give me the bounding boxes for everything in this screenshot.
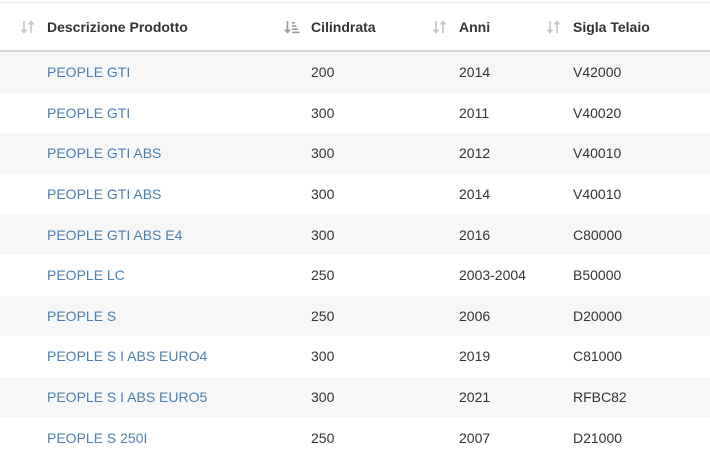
column-header-description[interactable]: Descrizione Prodotto [47,3,188,50]
table-row: PEOPLE GTI 300 2011 V40020 [0,93,710,134]
years-cell: 2014 [459,64,491,81]
years-cell: 2011 [459,104,490,121]
product-link[interactable]: PEOPLE S 250I [47,429,148,446]
table-row: PEOPLE LC 250 2003-2004 B50000 [0,255,710,296]
column-label: Anni [459,18,491,35]
product-link[interactable]: PEOPLE GTI [47,64,131,81]
column-header-years[interactable]: Anni [459,3,490,50]
table-row: PEOPLE S I ABS EURO5 300 2021 RFBC82 [0,376,710,418]
product-link[interactable]: PEOPLE S I ABS EURO5 [47,389,208,406]
product-link[interactable]: PEOPLE GTI ABS [47,145,162,162]
years-cell: 2019 [459,348,491,365]
table-row: PEOPLE S 250I 250 2007 D21000 [0,417,710,458]
table-row: PEOPLE GTI 200 2014 V42000 [0,52,710,93]
product-link[interactable]: PEOPLE GTI ABS [47,186,162,203]
table-row: PEOPLE GTI ABS E4 300 2016 C80000 [0,214,710,255]
displacement-cell: 300 [311,389,335,406]
years-cell: 2016 [459,226,491,243]
displacement-cell: 200 [311,64,335,81]
frame-code-cell: B50000 [573,267,622,284]
column-label: Sigla Telaio [573,18,650,35]
top-divider [0,2,710,3]
years-cell: 2003-2004 [459,267,526,284]
sort-ascending-icon[interactable] [284,3,300,50]
displacement-cell: 300 [311,226,335,243]
displacement-cell: 250 [311,307,335,324]
frame-code-cell: V40010 [573,145,622,162]
table-row: PEOPLE S 250 2006 D20000 [0,295,710,337]
sort-icon[interactable] [20,3,36,50]
years-cell: 2012 [459,145,491,162]
displacement-cell: 250 [311,267,335,284]
displacement-cell: 300 [311,348,335,365]
displacement-cell: 250 [311,429,335,446]
product-link[interactable]: PEOPLE LC [47,267,125,284]
frame-code-cell: V40010 [573,186,622,203]
table-header: Descrizione Prodotto Cilindrata Anni [0,3,710,52]
displacement-cell: 300 [311,186,335,203]
table-row: PEOPLE GTI ABS 300 2012 V40010 [0,133,710,174]
frame-code-cell: V40020 [573,104,622,121]
table-row: PEOPLE GTI ABS 300 2014 V40010 [0,174,710,215]
product-link[interactable]: PEOPLE GTI [47,104,131,121]
years-cell: 2007 [459,429,491,446]
table-row: PEOPLE S I ABS EURO4 300 2019 C81000 [0,336,710,377]
product-link[interactable]: PEOPLE S I ABS EURO4 [47,348,208,365]
years-cell: 2006 [459,307,491,324]
column-header-displacement[interactable]: Cilindrata [311,3,376,50]
frame-code-cell: D20000 [573,307,623,324]
frame-code-cell: D21000 [573,429,623,446]
frame-code-cell: V42000 [573,64,622,81]
displacement-cell: 300 [311,145,335,162]
product-link[interactable]: PEOPLE S [47,307,117,324]
frame-code-cell: RFBC82 [573,389,627,406]
frame-code-cell: C81000 [573,348,623,365]
column-label: Descrizione Prodotto [47,18,188,35]
column-label: Cilindrata [311,18,376,35]
sort-icon[interactable] [432,3,448,50]
table-body: PEOPLE GTI 200 2014 V42000 PEOPLE GTI 30… [0,52,710,458]
sort-icon[interactable] [546,3,562,50]
displacement-cell: 300 [311,104,335,121]
frame-code-cell: C80000 [573,226,623,243]
years-cell: 2021 [459,389,491,406]
product-link[interactable]: PEOPLE GTI ABS E4 [47,226,183,243]
products-table: Descrizione Prodotto Cilindrata Anni [0,2,710,458]
years-cell: 2014 [459,186,491,203]
column-header-frame-code[interactable]: Sigla Telaio [573,3,650,50]
